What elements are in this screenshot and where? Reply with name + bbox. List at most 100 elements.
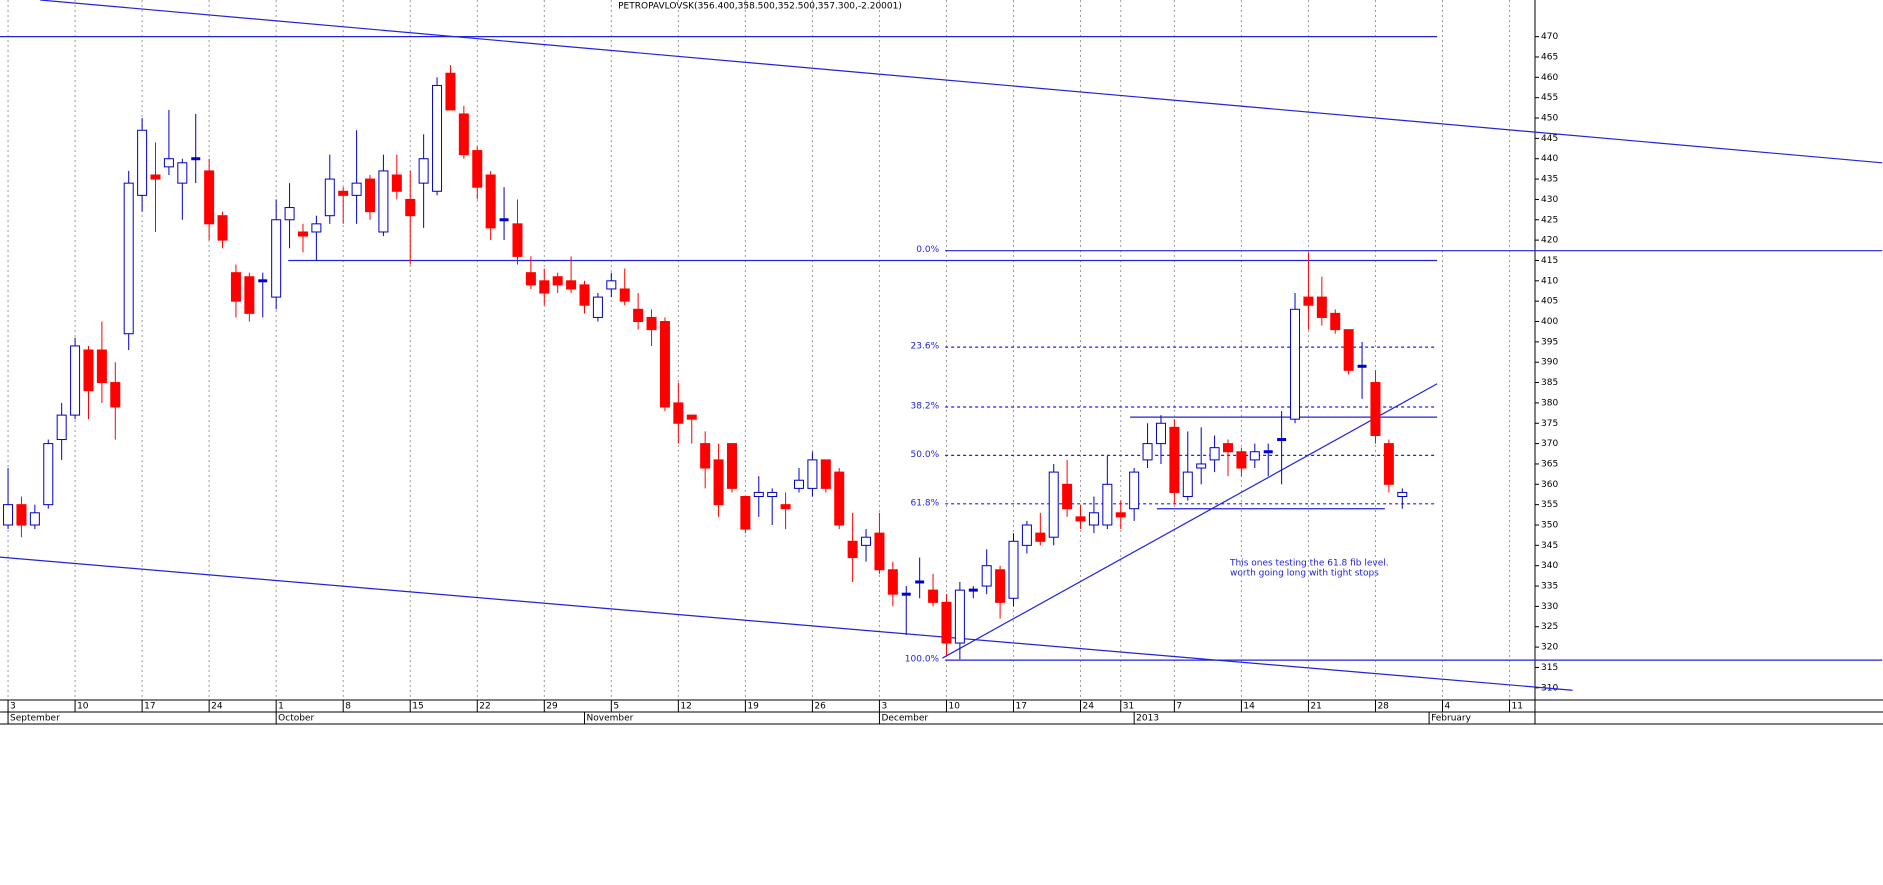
candle-body: [847, 540, 858, 559]
month-label: December: [881, 714, 928, 724]
x-tick-label: 24: [1083, 702, 1095, 712]
candle-body: [995, 569, 1006, 603]
x-tick-label: 1: [278, 702, 284, 712]
candle-body: [981, 565, 992, 587]
candle-body: [1048, 471, 1059, 538]
y-tick-label: 400: [1541, 317, 1558, 327]
annotation: worth going long with tight stops: [1230, 569, 1379, 579]
y-tick-label: 330: [1541, 602, 1558, 612]
candle-body: [1102, 483, 1113, 526]
candle-body: [579, 284, 590, 306]
candle-body: [217, 215, 228, 241]
x-tick-label: 19: [747, 702, 759, 712]
y-tick-label: 370: [1541, 439, 1558, 449]
fib-label: 50.0%: [911, 450, 940, 460]
candle-body: [1182, 471, 1193, 498]
candle-body: [1397, 491, 1408, 498]
candle-body: [163, 158, 174, 168]
candle-body: [230, 272, 241, 302]
y-tick-label: 410: [1541, 276, 1558, 286]
candle-body: [1330, 312, 1341, 331]
candle-body: [874, 532, 885, 571]
candle-body: [472, 150, 483, 188]
y-tick-label: 415: [1541, 256, 1558, 266]
candle-body: [1129, 471, 1140, 510]
candle-body: [1249, 451, 1260, 461]
month-label: September: [10, 714, 60, 724]
candle-body: [606, 280, 617, 290]
candle-body: [1236, 451, 1247, 469]
candle-body: [726, 443, 737, 489]
y-tick-label: 335: [1541, 582, 1558, 592]
fib-label: 0.0%: [916, 245, 939, 255]
y-tick-label: 455: [1541, 93, 1558, 103]
trend-line: [942, 383, 1438, 659]
chart-title: PETROPAVLOVSK(356.400,358.500,352.500,35…: [618, 2, 902, 12]
annotation: This ones testing the 61.8 fib level.: [1229, 559, 1389, 569]
x-tick-label: 28: [1377, 702, 1389, 712]
x-tick-label: 17: [144, 702, 155, 712]
x-tick-label: 14: [1243, 702, 1255, 712]
candle-body: [1169, 426, 1180, 493]
month-label: 2013: [1136, 714, 1159, 724]
candle-body: [338, 190, 349, 196]
candle-body: [673, 402, 684, 424]
month-label: November: [587, 714, 634, 724]
candle-body: [365, 178, 376, 213]
x-tick-label: 10: [948, 702, 960, 712]
candle-body: [539, 280, 550, 294]
candle-body: [1021, 524, 1032, 546]
candle-body: [405, 198, 416, 217]
fib-label: 23.6%: [911, 342, 940, 352]
y-tick-label: 395: [1541, 337, 1558, 347]
candle-body: [941, 601, 952, 644]
candle-body: [713, 459, 724, 506]
trend-line: [40, 0, 1883, 164]
x-tick-label: 17: [1016, 702, 1027, 712]
y-tick-label: 425: [1541, 215, 1558, 225]
x-tick-label: 26: [814, 702, 826, 712]
candle-body: [820, 459, 831, 489]
candle-body: [1088, 512, 1099, 526]
y-tick-label: 465: [1541, 52, 1558, 62]
candle-body: [485, 174, 496, 229]
candle-body: [110, 382, 121, 408]
x-tick-label: 21: [1310, 702, 1321, 712]
candle-body: [887, 569, 898, 595]
month-label: October: [278, 714, 314, 724]
y-tick-label: 350: [1541, 521, 1558, 531]
x-tick-label: 3: [881, 702, 887, 712]
candle-body: [1142, 443, 1153, 461]
candle-body: [525, 272, 536, 286]
candle-body: [271, 219, 282, 298]
x-tick-label: 3: [10, 702, 16, 712]
y-tick-label: 325: [1541, 622, 1558, 632]
candle-body: [633, 308, 644, 323]
candle-body: [592, 296, 603, 318]
candle-body: [686, 414, 697, 420]
y-tick-label: 340: [1541, 561, 1558, 571]
x-tick-label: 11: [1512, 702, 1523, 712]
y-tick-label: 470: [1541, 32, 1558, 42]
x-tick-label: 22: [479, 702, 490, 712]
candle-body: [43, 443, 54, 506]
y-tick-label: 385: [1541, 378, 1558, 388]
fib-label: 100.0%: [905, 655, 940, 665]
x-tick-label: 31: [1123, 702, 1134, 712]
candle-body: [794, 479, 805, 489]
x-tick-label: 12: [680, 702, 691, 712]
y-tick-label: 435: [1541, 175, 1558, 185]
candle-body: [137, 129, 148, 196]
candle-body: [659, 321, 670, 408]
candle-body: [1155, 422, 1166, 445]
x-tick-label: 5: [613, 702, 619, 712]
candle-body: [807, 459, 818, 489]
candle-body: [284, 207, 295, 221]
candle-body: [1035, 532, 1046, 542]
candle-body: [3, 504, 14, 526]
candle-body: [1290, 308, 1301, 420]
candle-body: [56, 414, 67, 441]
